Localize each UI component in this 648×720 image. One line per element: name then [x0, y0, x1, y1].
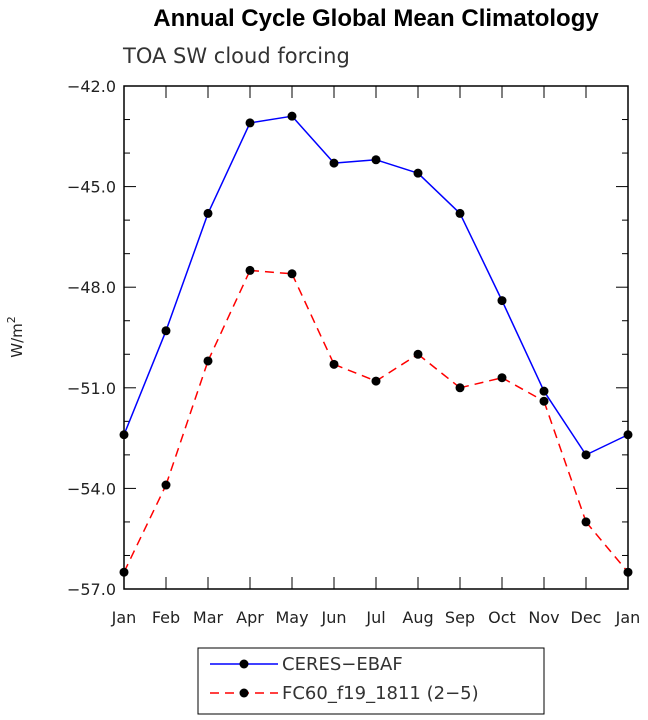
x-tick-label: Sep [445, 608, 475, 627]
series-1-segment [207, 270, 251, 362]
series-1-segment [249, 269, 293, 275]
series-1-point [581, 517, 591, 527]
series-1-point [539, 396, 549, 406]
legend-marker-fc60 [239, 688, 249, 698]
series-0 [119, 111, 633, 460]
y-tick-label: −42.0 [67, 77, 116, 96]
x-tick-label: Nov [528, 608, 559, 627]
series-0-point [371, 155, 381, 165]
y-axis-label: W/m2 [5, 316, 26, 358]
series-0-segment [459, 213, 503, 301]
y-tick-label: −54.0 [67, 479, 116, 498]
tick-labels: −57.0 −54.0 −51.0 −48.0 −45.0 −42.0 Jan Feb Mar A… [67, 77, 640, 627]
series-1-segment [375, 353, 419, 382]
y-tick-label: −51.0 [67, 379, 116, 398]
series-0-segment [165, 213, 209, 332]
series-1-segment [165, 360, 209, 486]
series-1-segment [123, 484, 167, 573]
series-1-segment [501, 377, 545, 402]
series-0-segment [291, 115, 335, 164]
x-tick-label: Aug [402, 608, 433, 627]
series-1-point [455, 383, 465, 393]
series-layer [119, 111, 633, 577]
series-0-point [455, 208, 465, 218]
series-1-point [371, 376, 381, 386]
series-1-segment [459, 377, 503, 389]
legend-label-ceres: CERES−EBAF [282, 654, 403, 675]
series-0-segment [123, 330, 167, 436]
series-1-point [287, 269, 297, 279]
x-tick-label: Feb [152, 608, 180, 627]
series-1-segment [585, 521, 629, 573]
x-tick-label: Apr [236, 608, 264, 627]
svg-text:W/m2: W/m2 [5, 316, 26, 358]
series-1-segment [333, 363, 377, 382]
series-0-segment [501, 300, 545, 392]
series-1-point [329, 359, 339, 369]
series-1-point [245, 265, 255, 275]
x-tick-label: Jul [365, 608, 385, 627]
series-1-point [203, 356, 213, 366]
series-0-point [539, 386, 549, 396]
legend-marker-ceres [239, 659, 249, 669]
series-0-point [497, 296, 507, 306]
x-tick-label: Jun [321, 608, 347, 627]
series-1-segment [417, 353, 461, 389]
series-0-point [581, 450, 591, 460]
series-0-segment [417, 172, 461, 214]
series-0-point [245, 118, 255, 128]
plot-frame [123, 85, 629, 590]
x-tick-label: Mar [193, 608, 224, 627]
series-0-segment [543, 390, 587, 456]
series-1-point [413, 349, 423, 359]
legend: CERES−EBAF FC60_f19_1811 (2−5) [197, 647, 545, 715]
series-0-point [161, 326, 171, 336]
series-0-segment [375, 159, 419, 174]
y-tick-label: −48.0 [67, 278, 116, 297]
chart-subtitle: TOA SW cloud forcing [122, 44, 350, 68]
series-0-point [329, 158, 339, 168]
series-0-point [203, 208, 213, 218]
legend-label-fc60: FC60_f19_1811 (2−5) [282, 683, 479, 704]
series-0-point [413, 168, 423, 178]
legend-box [197, 647, 545, 715]
y-axis-label-text: W/m [8, 323, 26, 358]
series-0-segment [333, 159, 377, 164]
chart-title: Annual Cycle Global Mean Climatology [153, 5, 599, 32]
series-1-segment [543, 400, 587, 523]
x-tick-label: Dec [571, 608, 602, 627]
series-1-point [497, 373, 507, 383]
series-1-segment [291, 273, 335, 365]
x-tick-label: Oct [488, 608, 516, 627]
series-1 [119, 265, 633, 577]
x-tick-label: Jan [615, 608, 641, 627]
series-0-segment [207, 122, 251, 214]
series-0-point [287, 111, 297, 121]
series-1-point [161, 480, 171, 490]
y-axis-label-superscript: 2 [5, 316, 18, 323]
series-0-segment [249, 115, 293, 124]
series-0-segment [585, 434, 629, 456]
y-tick-label: −45.0 [67, 178, 116, 197]
x-tick-label: Jan [111, 608, 137, 627]
x-tick-label: May [275, 608, 308, 627]
y-tick-label: −57.0 [67, 580, 116, 599]
